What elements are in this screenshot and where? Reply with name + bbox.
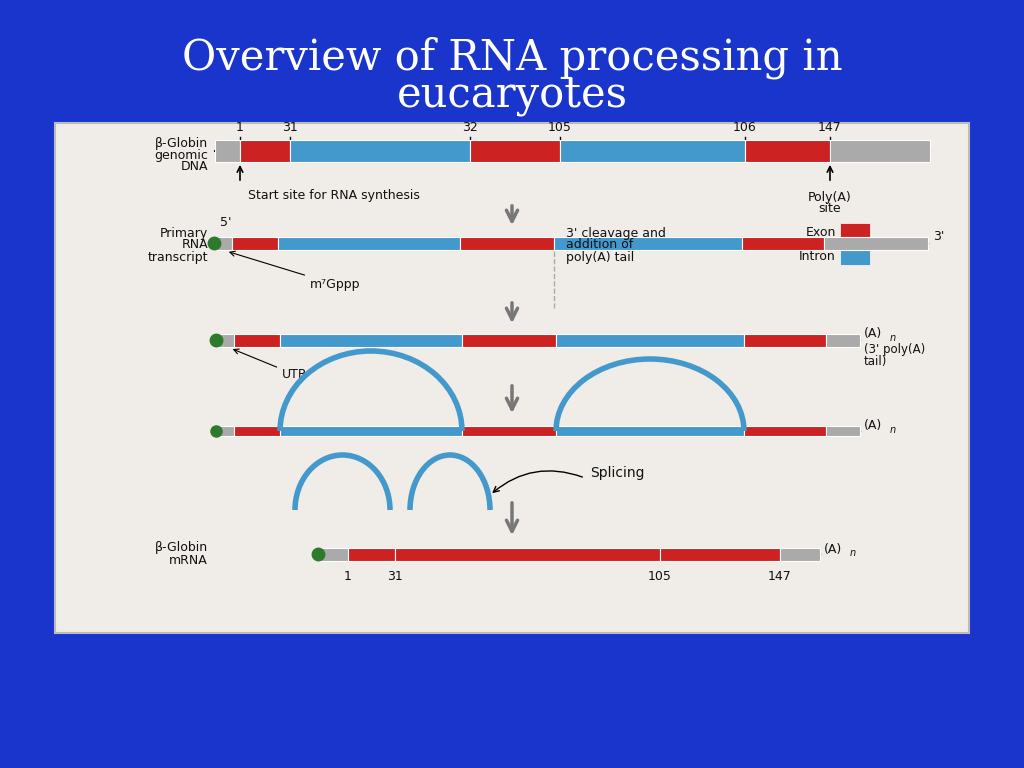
Text: β-Globin: β-Globin: [155, 137, 208, 150]
Bar: [556, 333, 744, 346]
Text: Primary: Primary: [160, 227, 208, 240]
Text: addition of: addition of: [566, 239, 633, 251]
Text: 147: 147: [768, 570, 792, 583]
Bar: [278, 237, 460, 250]
Bar: [232, 237, 278, 250]
Bar: [560, 140, 745, 162]
Bar: [826, 333, 860, 346]
Bar: [742, 237, 824, 250]
Text: UTR: UTR: [233, 349, 307, 381]
Bar: [215, 140, 240, 162]
Bar: [824, 237, 928, 250]
Text: Exon: Exon: [806, 226, 836, 239]
Text: 105: 105: [648, 570, 672, 583]
Text: n: n: [890, 333, 896, 343]
Text: 105: 105: [548, 121, 572, 134]
Text: n: n: [850, 548, 856, 558]
Bar: [744, 426, 826, 436]
Bar: [554, 237, 742, 250]
Bar: [830, 140, 930, 162]
Bar: [460, 237, 554, 250]
Bar: [840, 247, 870, 265]
Bar: [745, 140, 830, 162]
Text: 32: 32: [462, 121, 478, 134]
Bar: [660, 548, 780, 561]
Bar: [840, 223, 870, 241]
Bar: [280, 426, 462, 436]
Text: transcript: transcript: [147, 250, 208, 263]
Text: 147: 147: [818, 121, 842, 134]
Text: Poly(A): Poly(A): [808, 190, 852, 204]
Text: tail): tail): [864, 356, 888, 369]
Text: poly(A) tail: poly(A) tail: [566, 250, 634, 263]
Text: genomic: genomic: [155, 148, 208, 161]
Text: 5': 5': [220, 216, 231, 229]
Text: mRNA: mRNA: [169, 554, 208, 567]
Bar: [395, 548, 660, 561]
Text: (A): (A): [824, 542, 843, 555]
Text: 1: 1: [344, 570, 352, 583]
Bar: [218, 333, 234, 346]
Text: Splicing: Splicing: [590, 466, 644, 480]
Bar: [462, 333, 556, 346]
Bar: [280, 333, 462, 346]
Bar: [556, 426, 744, 436]
Bar: [826, 426, 860, 436]
Bar: [348, 548, 395, 561]
Bar: [780, 548, 820, 561]
Bar: [216, 237, 232, 250]
Text: β-Globin: β-Globin: [155, 541, 208, 554]
Bar: [234, 426, 280, 436]
Bar: [319, 548, 348, 561]
Text: (3' poly(A): (3' poly(A): [864, 343, 926, 356]
Text: n: n: [890, 425, 896, 435]
Text: Overview of RNA processing in: Overview of RNA processing in: [181, 37, 843, 79]
Text: eucaryotes: eucaryotes: [396, 75, 628, 117]
Text: 3': 3': [933, 230, 944, 243]
Text: DNA: DNA: [180, 161, 208, 174]
Text: RNA: RNA: [181, 239, 208, 251]
Text: Start site for RNA synthesis: Start site for RNA synthesis: [248, 188, 420, 201]
Bar: [470, 140, 560, 162]
Text: 3' cleavage and: 3' cleavage and: [566, 227, 666, 240]
FancyBboxPatch shape: [55, 123, 969, 633]
Bar: [218, 426, 234, 436]
Text: (A): (A): [864, 419, 883, 432]
Text: 31: 31: [283, 121, 298, 134]
Text: site: site: [818, 203, 842, 216]
Text: Intron: Intron: [800, 250, 836, 263]
Text: (A): (A): [864, 327, 883, 340]
Bar: [240, 140, 290, 162]
Bar: [462, 426, 556, 436]
Text: 31: 31: [387, 570, 402, 583]
Text: m⁷Gppp: m⁷Gppp: [229, 251, 360, 291]
Bar: [744, 333, 826, 346]
Text: 1: 1: [237, 121, 244, 134]
Bar: [290, 140, 470, 162]
Bar: [234, 333, 280, 346]
Text: 106: 106: [733, 121, 757, 134]
